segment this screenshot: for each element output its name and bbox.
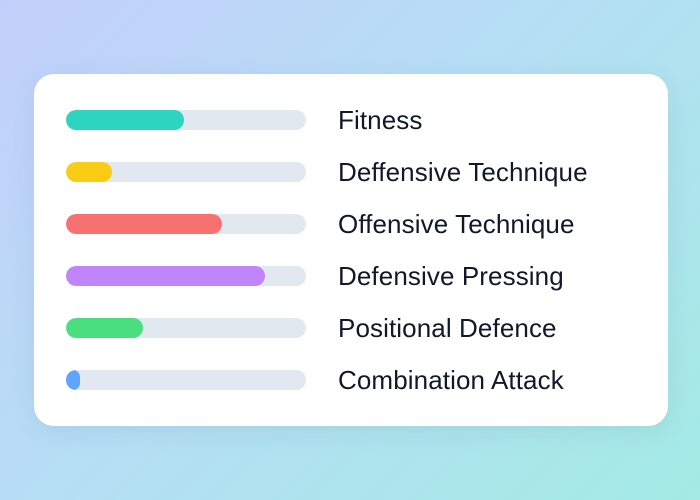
progress-fill (66, 266, 266, 286)
progress-track (66, 318, 306, 338)
skill-label: Combination Attack (338, 364, 564, 395)
skill-row-fitness: Fitness (66, 94, 646, 146)
progress-fill (66, 110, 184, 130)
skill-label: Offensive Technique (338, 208, 575, 239)
skill-row-defensive-pressing: Defensive Pressing (66, 250, 646, 302)
skill-row-deffensive-technique: Deffensive Technique (66, 146, 646, 198)
skill-label: Positional Defence (338, 312, 557, 343)
progress-track (66, 370, 306, 390)
progress-track (66, 162, 306, 182)
progress-track (66, 266, 306, 286)
progress-fill (66, 370, 81, 390)
skills-card: Fitness Deffensive Technique Offensive T… (34, 74, 668, 426)
skill-row-combination-attack: Combination Attack (66, 354, 646, 406)
skill-label: Defensive Pressing (338, 260, 564, 291)
skill-row-offensive-technique: Offensive Technique (66, 198, 646, 250)
progress-track (66, 214, 306, 234)
skill-label: Fitness (338, 104, 423, 135)
progress-fill (66, 214, 222, 234)
skill-label: Deffensive Technique (338, 156, 588, 187)
skill-row-positional-defence: Positional Defence (66, 302, 646, 354)
progress-track (66, 110, 306, 130)
progress-fill (66, 318, 143, 338)
progress-fill (66, 162, 112, 182)
